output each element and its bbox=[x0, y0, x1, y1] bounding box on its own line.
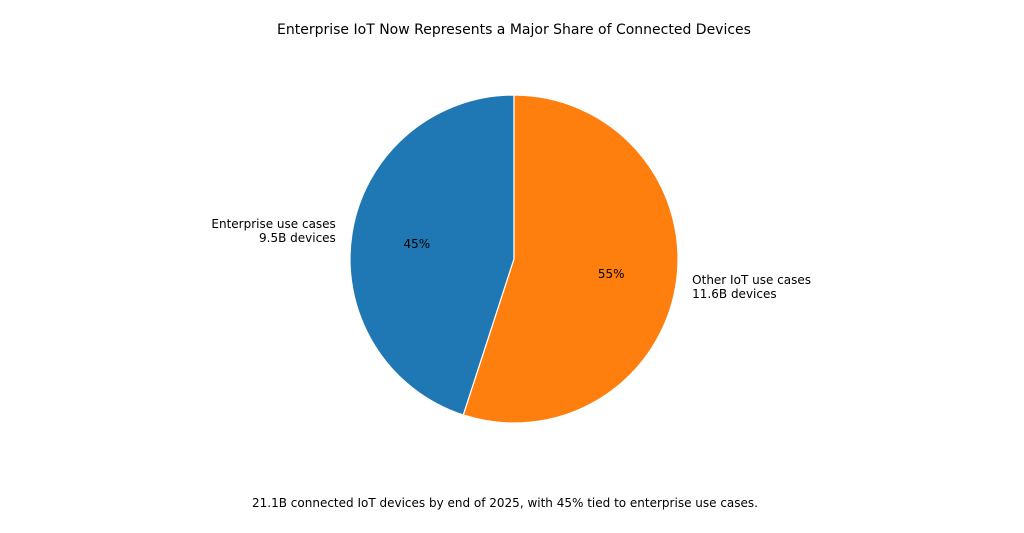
slice-percent-label: 55% bbox=[597, 267, 625, 282]
slice-category-label: Other IoT use cases 11.6B devices bbox=[692, 273, 811, 302]
chart-title: Enterprise IoT Now Represents a Major Sh… bbox=[277, 22, 751, 38]
slice-category-label: Enterprise use cases 9.5B devices bbox=[211, 216, 336, 245]
pie-slice bbox=[462, 94, 679, 424]
caption: 21.1B connected IoT devices by end of 20… bbox=[252, 496, 758, 510]
pie-slice bbox=[349, 94, 515, 416]
slice-percent-label: 45% bbox=[403, 236, 431, 251]
